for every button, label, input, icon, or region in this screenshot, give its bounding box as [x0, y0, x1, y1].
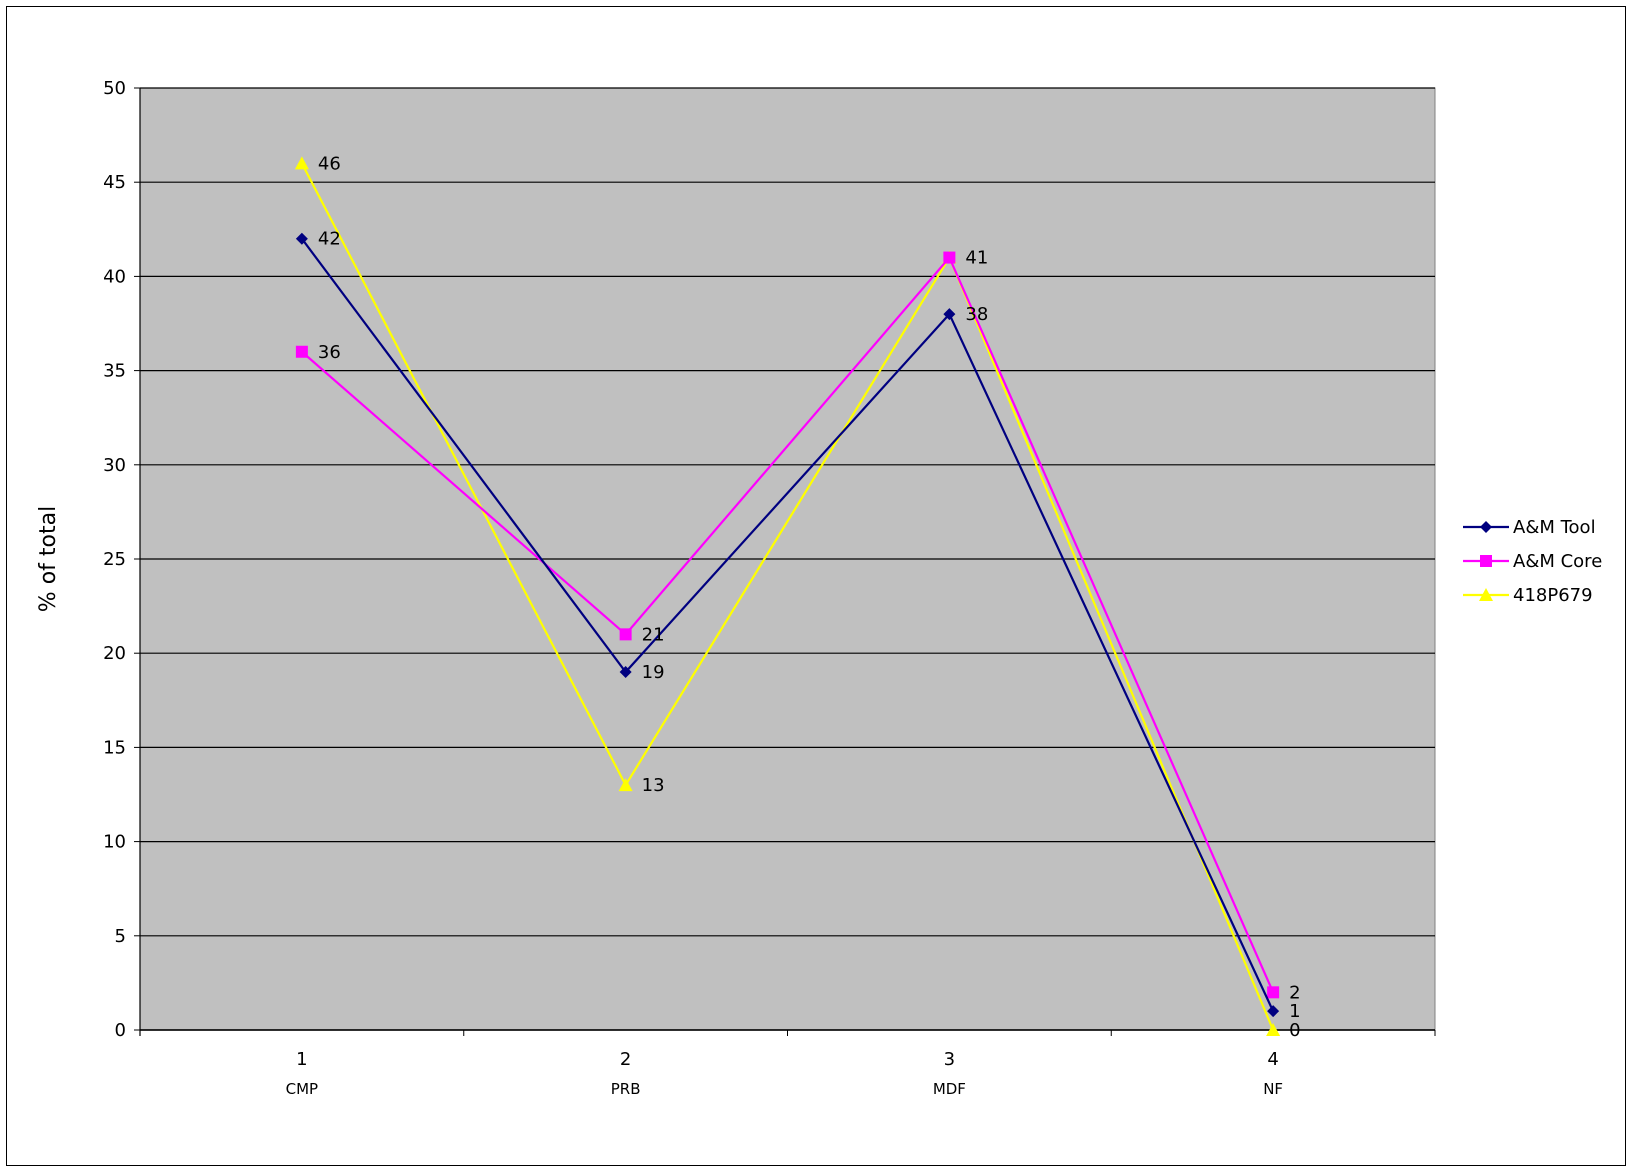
legend-label-a-m-tool: A&M Tool	[1513, 517, 1596, 538]
legend-marker-a-m-core	[1480, 555, 1492, 567]
y-tick-label-15: 15	[103, 737, 126, 758]
point-418p679-nf	[1266, 1023, 1281, 1036]
data-label-418p679-prb: 13	[642, 775, 665, 796]
y-tick-label-5: 5	[115, 926, 126, 947]
series-group	[294, 156, 1281, 1036]
legend-marker-418p679	[1479, 588, 1493, 601]
x-tick-category-prb: PRB	[611, 1080, 641, 1098]
series-line-418p679	[300, 162, 1275, 1031]
x-tick-category-cmp: CMP	[286, 1080, 318, 1098]
legend-label-418p679: 418P679	[1513, 585, 1593, 606]
y-tick-label-50: 50	[103, 78, 126, 99]
data-label-418p679-cmp: 46	[318, 153, 341, 174]
data-label-a-m-core-nf: 2	[1289, 982, 1300, 1003]
y-tick-label-40: 40	[103, 266, 126, 287]
axes	[134, 87, 1436, 1036]
y-tick-label-0: 0	[115, 1020, 126, 1041]
data-label-a-m-core-cmp: 36	[318, 342, 341, 363]
x-tick-labels: 1 CMP 2 PRB 3 MDF 4 NF	[286, 1049, 1283, 1098]
legend: A&M Tool A&M Core 418P679	[1463, 517, 1602, 606]
y-tick-label-30: 30	[103, 455, 126, 476]
point-a-m-tool-nf	[1267, 1005, 1280, 1018]
data-label-418p679-nf: 0	[1289, 1020, 1300, 1041]
data-label-a-m-tool-mdf: 38	[965, 304, 988, 325]
x-tick-category-nf: NF	[1263, 1080, 1283, 1098]
legend-label-a-m-core: A&M Core	[1513, 551, 1602, 572]
y-tick-label-10: 10	[103, 832, 126, 853]
y-tick-label-35: 35	[103, 361, 126, 382]
data-label-a-m-tool-prb: 19	[642, 662, 665, 683]
data-label-a-m-tool-cmp: 42	[318, 229, 341, 250]
y-axis-label: % of total	[36, 506, 61, 612]
x-tick-number-2: 2	[620, 1049, 631, 1070]
point-a-m-core-mdf	[943, 251, 956, 264]
data-labels: 42 19 38 1 36 21 41 2 46 13 0	[318, 153, 1301, 1041]
series-line-a-m-tool	[300, 238, 1275, 1012]
point-a-m-tool-mdf	[943, 308, 956, 321]
point-418p679-prb	[618, 778, 633, 792]
y-tick-label-25: 25	[103, 549, 126, 570]
y-tick-label-45: 45	[103, 172, 126, 193]
gridlines	[140, 87, 1435, 1031]
x-tick-category-mdf: MDF	[933, 1080, 966, 1098]
point-a-m-tool-prb	[619, 666, 632, 679]
x-tick-number-3: 3	[944, 1049, 955, 1070]
point-a-m-core-nf	[1267, 986, 1280, 999]
data-label-a-m-core-mdf: 41	[965, 248, 988, 269]
point-a-m-tool-cmp	[295, 232, 308, 245]
y-tick-label-20: 20	[103, 643, 126, 664]
point-a-m-core-cmp	[295, 345, 308, 358]
point-a-m-core-prb	[619, 628, 632, 641]
legend-marker-a-m-tool	[1480, 521, 1492, 533]
y-tick-labels: 0 5 10 15 20 25 30 35 40 45 50	[103, 78, 126, 1041]
x-tick-number-1: 1	[296, 1049, 307, 1070]
x-tick-number-4: 4	[1267, 1049, 1278, 1070]
series-line-a-m-core	[301, 255, 1275, 993]
data-label-a-m-tool-nf: 1	[1289, 1001, 1300, 1022]
data-label-a-m-core-prb: 21	[642, 624, 665, 645]
point-418p679-cmp	[294, 156, 309, 170]
